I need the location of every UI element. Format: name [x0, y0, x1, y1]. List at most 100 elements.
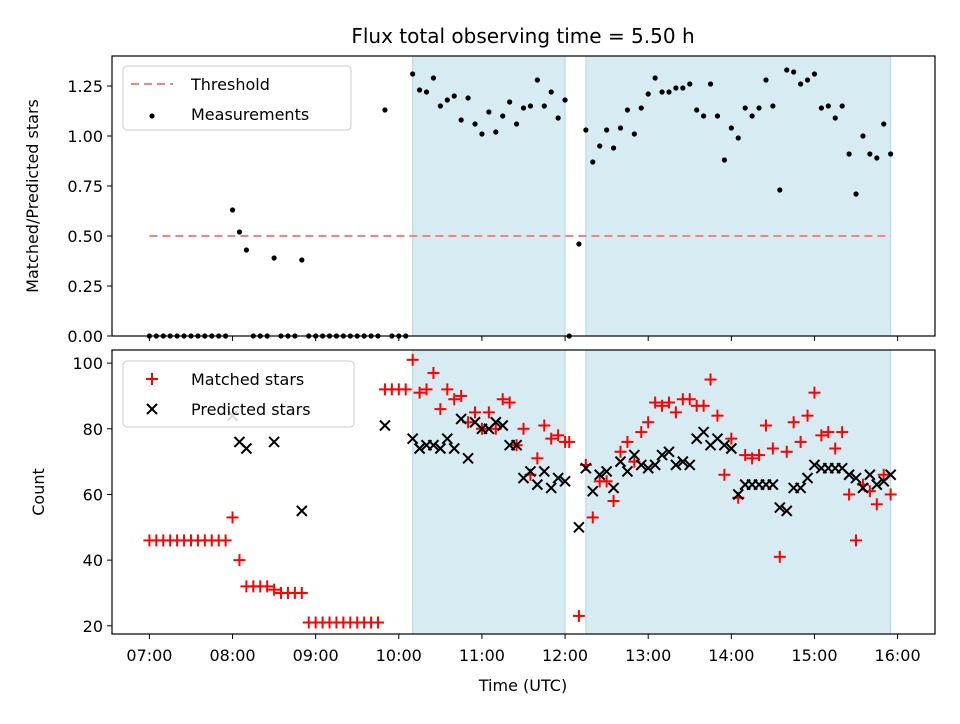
- matched-star-point: [413, 386, 426, 399]
- measurement-point: [645, 91, 651, 97]
- matched-star-point: [704, 373, 717, 386]
- matched-star-point: [614, 445, 627, 458]
- matched-star-point: [656, 399, 669, 412]
- matched-star-point: [607, 495, 620, 508]
- matched-star-point: [455, 389, 468, 402]
- measurement-point: [818, 105, 824, 111]
- predicted-star-point: [607, 482, 620, 494]
- measurement-point: [659, 89, 665, 95]
- predicted-star-point: [434, 442, 447, 455]
- matched-star-point: [448, 393, 461, 406]
- matched-star-point: [600, 475, 613, 488]
- predicted-star-point: [656, 449, 668, 461]
- predicted-star-point: [857, 482, 869, 494]
- matched-star-point: [406, 353, 419, 366]
- measurement-point: [527, 103, 534, 109]
- matched-star-point: [427, 366, 440, 379]
- measurement-point: [888, 151, 894, 157]
- x-tick-label: 14:00: [708, 646, 754, 665]
- measurement-point: [451, 93, 457, 99]
- measurement-point: [236, 229, 243, 235]
- measurement-point: [881, 121, 887, 127]
- matched-star-point: [219, 534, 232, 547]
- measurement-point: [832, 115, 838, 121]
- matched-star-point: [503, 396, 516, 409]
- measurement-point: [798, 81, 804, 87]
- matched-star-point: [545, 432, 558, 445]
- measurement-point: [714, 113, 721, 119]
- matched-star-point: [649, 396, 662, 409]
- measurement-point: [271, 255, 277, 261]
- measurement-point: [430, 75, 437, 81]
- predicted-star-point: [718, 439, 731, 451]
- matched-star-point: [780, 445, 793, 458]
- matched-star-point: [766, 442, 779, 455]
- matched-star-point: [746, 452, 759, 465]
- measurement-point: [520, 105, 527, 111]
- predicted-star-point: [663, 446, 675, 458]
- matched-star-point: [226, 511, 239, 524]
- matched-star-point: [572, 609, 585, 622]
- matched-star-point: [808, 386, 821, 399]
- measurement-point: [666, 89, 672, 95]
- matched-star-point: [683, 393, 696, 406]
- matched-star-point: [870, 498, 883, 511]
- measurement-point: [742, 105, 748, 111]
- measurement-point: [680, 85, 686, 91]
- matched-star-point: [877, 468, 890, 481]
- matched-star-point: [621, 435, 634, 448]
- measurement-point: [534, 77, 540, 83]
- matched-star-point: [552, 429, 565, 442]
- matched-star-point: [420, 383, 433, 396]
- measurement-point: [229, 207, 236, 213]
- chart-title: Flux total observing time = 5.50 h: [351, 24, 694, 48]
- predicted-star-point: [732, 488, 744, 501]
- predicted-star-point: [531, 478, 544, 491]
- matched-star-point: [635, 426, 648, 439]
- matched-star-point: [531, 452, 544, 465]
- measurement-point: [458, 117, 464, 123]
- measurement-point: [784, 67, 790, 73]
- y-tick-label: 1.00: [67, 127, 103, 146]
- ratio-y-axis-label: Matched/Predicted stars: [23, 99, 42, 293]
- legend-matched-marker: [146, 373, 158, 385]
- measurement-point: [624, 107, 631, 113]
- matched-star-point: [843, 488, 856, 501]
- matched-star-point: [836, 426, 849, 439]
- measurement-point: [423, 89, 430, 95]
- measurement-point: [777, 187, 783, 193]
- predicted-star-points: [226, 409, 897, 534]
- predicted-star-point: [808, 459, 821, 471]
- measurement-point: [465, 95, 471, 101]
- matched-star-point: [794, 435, 807, 448]
- measurement-point: [749, 113, 755, 119]
- predicted-star-point: [545, 482, 557, 494]
- predicted-star-point: [871, 478, 883, 491]
- matched-star-point: [850, 534, 863, 547]
- matched-star-point: [496, 393, 509, 406]
- predicted-star-point: [649, 459, 661, 471]
- y-tick-label: 1.25: [67, 77, 103, 96]
- measurement-point: [839, 103, 845, 109]
- predicted-star-point: [621, 465, 634, 478]
- matched-star-point: [469, 406, 482, 419]
- matched-star-point: [801, 409, 814, 422]
- measurement-point: [638, 105, 644, 111]
- predicted-star-point: [725, 442, 738, 455]
- measurement-point: [825, 103, 831, 109]
- x-tick-label: 08:00: [209, 646, 255, 665]
- matched-star-point: [517, 422, 530, 435]
- predicted-star-point: [240, 442, 253, 455]
- y-tick-label: 20: [83, 617, 103, 636]
- matched-star-point: [739, 449, 752, 462]
- measurement-point: [617, 125, 624, 131]
- matched-star-point: [563, 435, 576, 448]
- x-tick-label: 10:00: [376, 646, 422, 665]
- matched-star-point: [399, 383, 412, 396]
- matched-star-point: [725, 432, 738, 445]
- ratio-legend-box: [122, 65, 352, 131]
- matched-star-point: [233, 554, 246, 567]
- matched-star-point: [586, 511, 599, 524]
- measurement-point: [604, 127, 610, 133]
